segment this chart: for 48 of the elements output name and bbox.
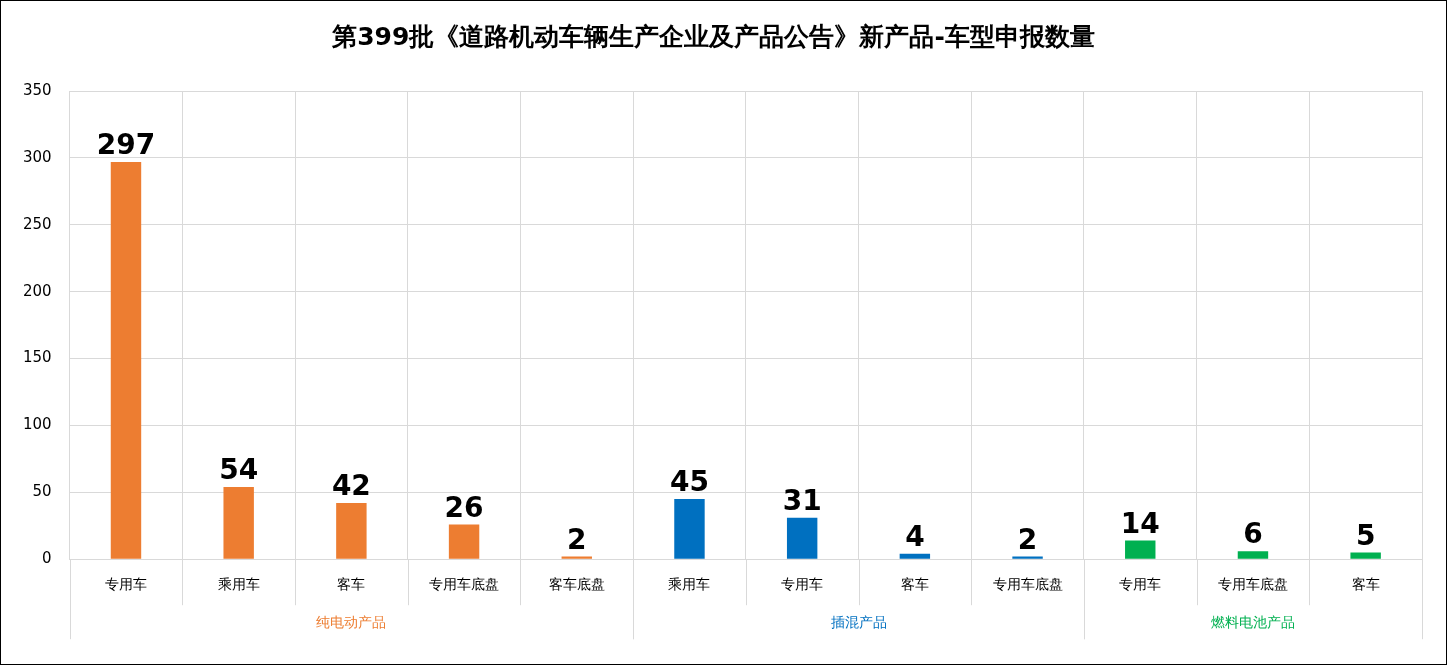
y-tick-label: 350 <box>22 80 52 99</box>
data-label: 2 <box>1017 522 1038 556</box>
data-label: 5 <box>1355 518 1376 552</box>
bar <box>674 499 705 559</box>
data-label: 31 <box>782 484 822 518</box>
bar <box>223 486 254 559</box>
x-tick-label: 客车底盘 <box>548 576 605 593</box>
x-tick-label: 专用车底盘 <box>429 576 500 593</box>
x-tick-label: 乘用车 <box>668 576 711 593</box>
chart-title: 第399批《道路机动车辆生产企业及产品公告》新产品-车型申报数量 <box>331 21 1095 51</box>
text: 插混产品 <box>830 613 887 630</box>
x-tick-label: 专用车底盘 <box>992 576 1063 593</box>
y-tick-label: 250 <box>22 214 52 233</box>
bar <box>786 517 818 559</box>
data-label: 6 <box>1243 517 1263 551</box>
bar <box>448 524 480 559</box>
data-label: 26 <box>444 490 484 524</box>
data-label: 2 <box>567 522 587 556</box>
bar <box>1125 540 1156 559</box>
bar <box>1012 556 1043 559</box>
y-tick-label: 50 <box>32 482 52 501</box>
bar <box>899 553 931 559</box>
bar <box>110 161 142 559</box>
x-tick-label: 乘用车 <box>217 576 260 593</box>
data-label: 42 <box>331 469 371 503</box>
data-label: 14 <box>1120 506 1160 540</box>
data-label: 4 <box>905 520 925 554</box>
x-tick-label: 专用车 <box>104 576 147 593</box>
data-label: 45 <box>669 465 709 499</box>
x-tick-label: 客车 <box>1351 576 1380 593</box>
bar <box>336 503 367 559</box>
y-tick-label: 300 <box>22 147 52 166</box>
text: 燃料电池产品 <box>1210 613 1295 630</box>
data-label: 297 <box>96 128 156 162</box>
data-label: 54 <box>219 453 259 487</box>
x-tick-label: 客车 <box>337 576 366 593</box>
y-tick-label: 200 <box>22 281 52 300</box>
text: 纯电动产品 <box>316 613 387 630</box>
y-tick-label: 100 <box>22 415 52 434</box>
bar <box>1237 551 1269 559</box>
x-tick-label: 专用车 <box>1119 576 1162 593</box>
bar <box>1350 552 1381 559</box>
y-tick-label: 150 <box>22 348 52 367</box>
bar <box>561 556 592 559</box>
x-tick-label: 专用车 <box>781 576 824 593</box>
x-tick-label: 专用车底盘 <box>1217 576 1288 593</box>
x-tick-label: 客车 <box>900 576 929 593</box>
y-tick-label: 0 <box>42 549 52 568</box>
